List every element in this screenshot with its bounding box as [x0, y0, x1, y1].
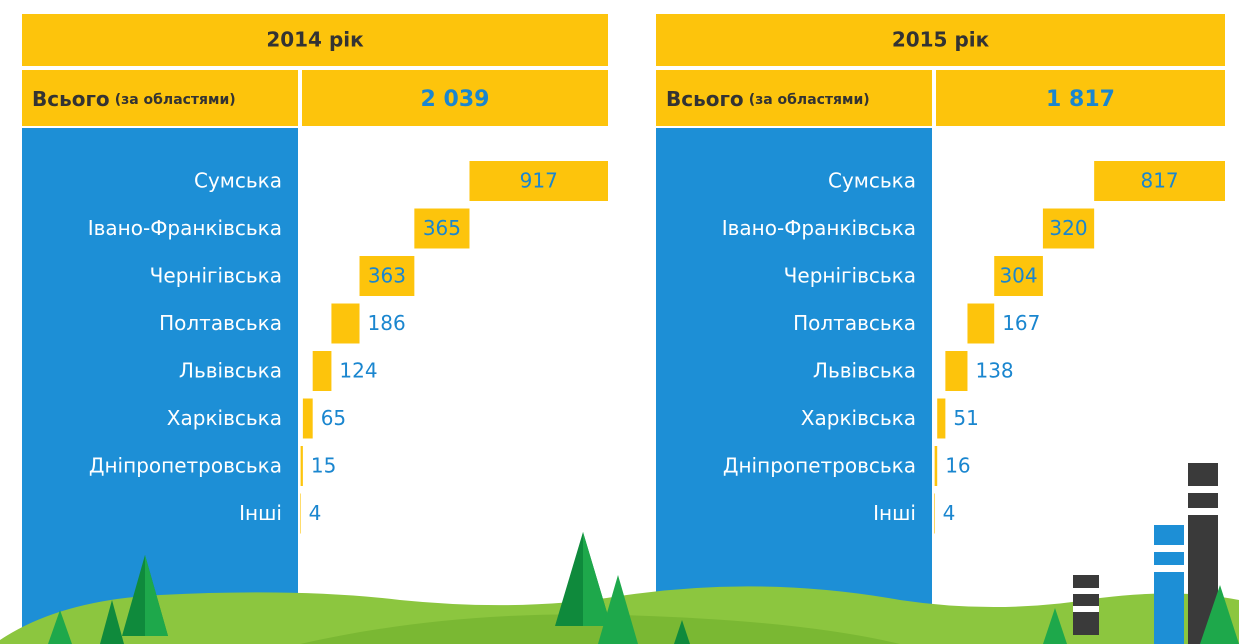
category-label: Харківська — [167, 406, 282, 430]
value-label: 320 — [1049, 216, 1087, 240]
tree — [48, 610, 72, 644]
charts: 2014 рік Всього (за областями) 2 039 Сумська… — [22, 14, 1225, 644]
chimney — [1154, 525, 1184, 644]
bar — [967, 303, 995, 344]
total-label-box — [22, 70, 298, 126]
total-label-box — [656, 70, 932, 126]
bar — [302, 398, 313, 439]
value-label: 65 — [321, 406, 346, 430]
category-label: Харківська — [801, 406, 916, 430]
tree — [100, 600, 124, 644]
bar — [414, 208, 470, 249]
total-subtitle: (за областями) — [749, 92, 870, 108]
category-label: Чернігівська — [150, 264, 282, 288]
bar — [934, 493, 935, 534]
category-label: Полтавська — [159, 311, 282, 335]
bar — [945, 351, 968, 391]
total-value-box — [302, 70, 608, 126]
total-value: 2 039 — [421, 87, 490, 112]
bar — [312, 351, 332, 391]
total-value: 1 817 — [1046, 87, 1115, 112]
value-label: 124 — [339, 359, 377, 383]
category-label: Львівська — [813, 359, 916, 383]
panel-title: 2014 рік — [266, 28, 364, 52]
value-label: 186 — [368, 311, 406, 335]
category-label: Сумська — [828, 169, 916, 193]
category-label: Дніпропетровська — [723, 454, 916, 478]
category-label: Полтавська — [793, 311, 916, 335]
value-label: 15 — [311, 454, 336, 478]
category-label: Сумська — [194, 169, 282, 193]
bar — [934, 446, 938, 486]
category-label: Чернігівська — [784, 264, 916, 288]
chimney-stripe — [1154, 565, 1184, 572]
total-title: Всього — [32, 87, 110, 111]
tree — [1200, 585, 1239, 644]
header — [656, 14, 1225, 66]
tree — [1043, 608, 1067, 644]
chimney — [1073, 575, 1099, 635]
bar — [359, 256, 415, 296]
category-label: Івано-Франківська — [722, 216, 916, 240]
value-label: 365 — [423, 216, 461, 240]
total-subtitle: (за областями) — [115, 92, 236, 108]
value-label: 817 — [1140, 169, 1178, 193]
tree — [598, 575, 638, 644]
total-value-box — [936, 70, 1225, 126]
value-label: 4 — [309, 501, 322, 525]
category-column — [656, 128, 932, 644]
tree — [145, 555, 168, 636]
category-column — [22, 128, 298, 644]
chimney-stripe — [1188, 486, 1218, 493]
value-label: 16 — [945, 454, 970, 478]
value-label: 4 — [943, 501, 956, 525]
total-title: Всього — [666, 87, 744, 111]
tree — [583, 532, 611, 626]
chimney-stripe — [1188, 508, 1218, 515]
total-label: Всього (за областями) — [666, 87, 870, 111]
value-label: 51 — [953, 406, 978, 430]
tree — [674, 620, 690, 644]
bar — [1094, 161, 1225, 201]
bar — [469, 161, 608, 201]
bar — [1042, 208, 1095, 249]
panel-title: 2015 рік — [892, 28, 990, 52]
value-label: 363 — [368, 264, 406, 288]
bar — [937, 398, 946, 439]
chimney-stripe — [1154, 545, 1184, 552]
category-label: Івано-Франківська — [88, 216, 282, 240]
bar — [300, 493, 301, 534]
value-label: 917 — [520, 169, 558, 193]
category-label: Інші — [873, 501, 916, 525]
bar — [331, 303, 360, 344]
category-label: Львівська — [179, 359, 282, 383]
total-label: Всього (за областями) — [32, 87, 236, 111]
value-label: 138 — [975, 359, 1013, 383]
value-label: 167 — [1002, 311, 1040, 335]
chimney-stripe — [1073, 606, 1099, 612]
chimney-stripe — [1073, 588, 1099, 594]
header — [22, 14, 608, 66]
bar — [994, 256, 1043, 296]
hill — [300, 614, 900, 644]
landscape — [0, 463, 1239, 644]
category-label: Дніпропетровська — [89, 454, 282, 478]
category-label: Інші — [239, 501, 282, 525]
bar — [300, 446, 303, 486]
value-label: 304 — [999, 264, 1037, 288]
